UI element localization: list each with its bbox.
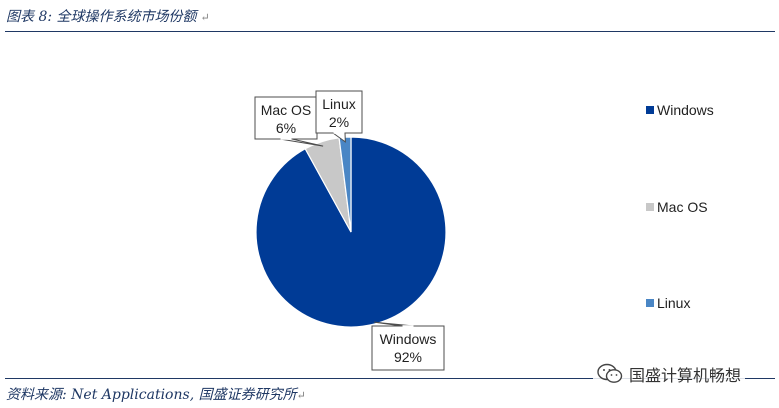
wechat-icon (597, 363, 623, 383)
legend-swatch-mac-os (646, 203, 654, 211)
pie-slices (255, 136, 447, 328)
bottom-rule (5, 378, 775, 379)
pie-callouts: Windows 92% Mac OS 6% Linux 2% (254, 90, 445, 371)
legend-swatch-linux (646, 299, 654, 307)
callout-box-linux (315, 90, 363, 134)
data-label-name-windows: Windows (380, 331, 437, 347)
data-label-value-linux: 2% (329, 114, 349, 130)
data-label-name-linux: Linux (322, 96, 355, 112)
source-note: 资料来源: Net Applications, 国盛证券研究所↵ (6, 384, 306, 404)
legend-label-linux: Linux (657, 295, 690, 311)
legend-label-windows: Windows (657, 102, 714, 118)
paragraph-mark-icon: ↵ (200, 11, 210, 24)
paragraph-mark-icon: ↵ (296, 389, 306, 402)
data-label-value-mac-os: 6% (276, 120, 296, 136)
watermark: 国盛计算机畅想 (593, 360, 746, 388)
chart-title: 图表 8: 全球操作系统市场份额 ↵ (6, 6, 210, 26)
legend-swatch-windows (646, 106, 654, 114)
callout-pointer-mac-os (279, 138, 324, 147)
source-text: 资料来源: Net Applications, 国盛证券研究所 (6, 387, 297, 403)
callout-box-windows (371, 325, 445, 371)
legend-label-mac-os: Mac OS (657, 199, 708, 215)
data-label-value-windows: 92% (394, 349, 422, 365)
chart-title-text: 图表 8: 全球操作系统市场份额 (6, 9, 197, 25)
data-label-name-mac-os: Mac OS (261, 102, 312, 118)
top-rule (5, 31, 775, 32)
watermark-text: 国盛计算机畅想 (629, 366, 742, 385)
legend: Windows Mac OS Linux (646, 102, 714, 311)
